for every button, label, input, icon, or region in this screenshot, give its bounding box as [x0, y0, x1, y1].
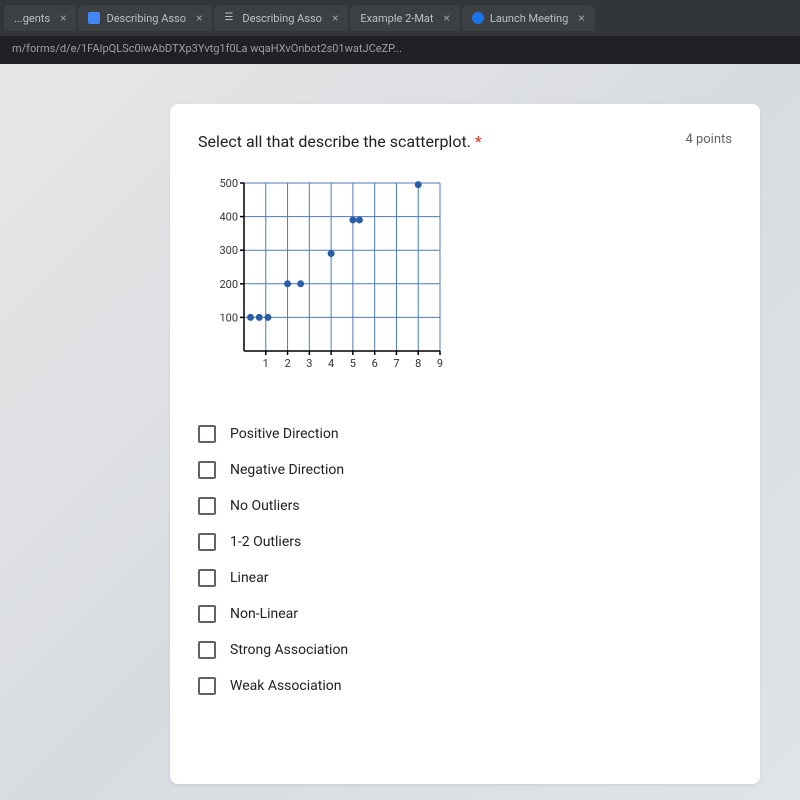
- checkbox-option[interactable]: Positive Direction: [198, 425, 732, 443]
- checkbox-option[interactable]: Negative Direction: [198, 461, 732, 479]
- url-text: m/forms/d/e/1FAIpQLSc0iwAbDTXp3Yvtg1f0La…: [12, 42, 402, 55]
- browser-tab-strip: ...gents × Describing Asso × ☰ Describin…: [0, 0, 800, 36]
- svg-text:6: 6: [372, 357, 378, 370]
- meeting-icon: [472, 12, 484, 24]
- tab-label: Describing Asso: [106, 12, 186, 25]
- svg-text:100: 100: [219, 311, 238, 324]
- svg-text:3: 3: [306, 357, 312, 370]
- option-label: Non-Linear: [230, 606, 298, 622]
- checkbox[interactable]: [198, 497, 216, 515]
- checkbox[interactable]: [198, 461, 216, 479]
- close-icon[interactable]: ×: [60, 11, 66, 25]
- list-icon: ☰: [224, 12, 236, 24]
- svg-text:8: 8: [415, 357, 421, 370]
- points-label: 4 points: [685, 132, 732, 147]
- browser-tab[interactable]: Launch Meeting ×: [462, 5, 595, 31]
- browser-tab[interactable]: ☰ Describing Asso ×: [214, 5, 348, 31]
- checkbox[interactable]: [198, 641, 216, 659]
- close-icon[interactable]: ×: [196, 11, 202, 25]
- svg-text:500: 500: [219, 177, 238, 190]
- url-bar[interactable]: m/forms/d/e/1FAIpQLSc0iwAbDTXp3Yvtg1f0La…: [0, 36, 800, 64]
- svg-text:5: 5: [350, 357, 356, 370]
- required-star: *: [475, 132, 482, 151]
- scatterplot-chart: 100 200 300 400 500 1 2 3 4 5 6 7 8 9: [208, 175, 732, 395]
- svg-text:4: 4: [328, 357, 334, 370]
- browser-tab[interactable]: ...gents ×: [4, 5, 76, 31]
- doc-icon: [88, 12, 100, 24]
- option-label: Negative Direction: [230, 462, 344, 478]
- checkbox[interactable]: [198, 533, 216, 551]
- svg-text:200: 200: [219, 278, 238, 291]
- checkbox[interactable]: [198, 569, 216, 587]
- browser-tab[interactable]: Example 2-Mat ×: [350, 5, 460, 31]
- close-icon[interactable]: ×: [444, 11, 450, 25]
- checkbox-option[interactable]: No Outliers: [198, 497, 732, 515]
- close-icon[interactable]: ×: [578, 11, 584, 25]
- svg-text:300: 300: [219, 244, 238, 257]
- close-icon[interactable]: ×: [332, 11, 338, 25]
- option-label: Linear: [230, 570, 268, 586]
- option-label: 1-2 Outliers: [230, 534, 301, 550]
- svg-text:9: 9: [437, 357, 443, 370]
- checkbox[interactable]: [198, 425, 216, 443]
- option-label: Weak Association: [230, 678, 341, 694]
- question-text: Select all that describe the scatterplot…: [198, 132, 482, 151]
- checkbox-option[interactable]: Strong Association: [198, 641, 732, 659]
- checkbox-option[interactable]: Weak Association: [198, 677, 732, 695]
- option-label: Positive Direction: [230, 426, 339, 442]
- question-card: Select all that describe the scatterplot…: [170, 104, 760, 784]
- checkbox[interactable]: [198, 677, 216, 695]
- svg-text:7: 7: [393, 357, 399, 370]
- browser-tab[interactable]: Describing Asso ×: [78, 5, 212, 31]
- checkbox-option[interactable]: Linear: [198, 569, 732, 587]
- option-label: No Outliers: [230, 498, 300, 514]
- scatter-svg: 100 200 300 400 500 1 2 3 4 5 6 7 8 9: [208, 175, 468, 395]
- checkbox-option[interactable]: Non-Linear: [198, 605, 732, 623]
- checkbox-option[interactable]: 1-2 Outliers: [198, 533, 732, 551]
- svg-text:400: 400: [219, 211, 238, 224]
- checkbox[interactable]: [198, 605, 216, 623]
- tab-label: Launch Meeting: [490, 12, 568, 25]
- page-content: Select all that describe the scatterplot…: [0, 64, 800, 800]
- question-header: Select all that describe the scatterplot…: [198, 132, 732, 151]
- tab-label: Example 2-Mat: [360, 12, 433, 25]
- options-list: Positive Direction Negative Direction No O…: [198, 425, 732, 695]
- tab-label: ...gents: [14, 12, 50, 25]
- svg-text:2: 2: [284, 357, 290, 370]
- tab-label: Describing Asso: [242, 12, 322, 25]
- option-label: Strong Association: [230, 642, 348, 658]
- svg-text:1: 1: [263, 357, 269, 370]
